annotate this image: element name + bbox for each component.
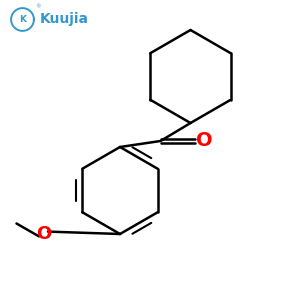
- Text: O: O: [196, 131, 212, 151]
- Text: Kuujia: Kuujia: [39, 13, 88, 26]
- Text: ®: ®: [35, 4, 41, 10]
- Text: K: K: [19, 15, 26, 24]
- Text: O: O: [36, 225, 51, 243]
